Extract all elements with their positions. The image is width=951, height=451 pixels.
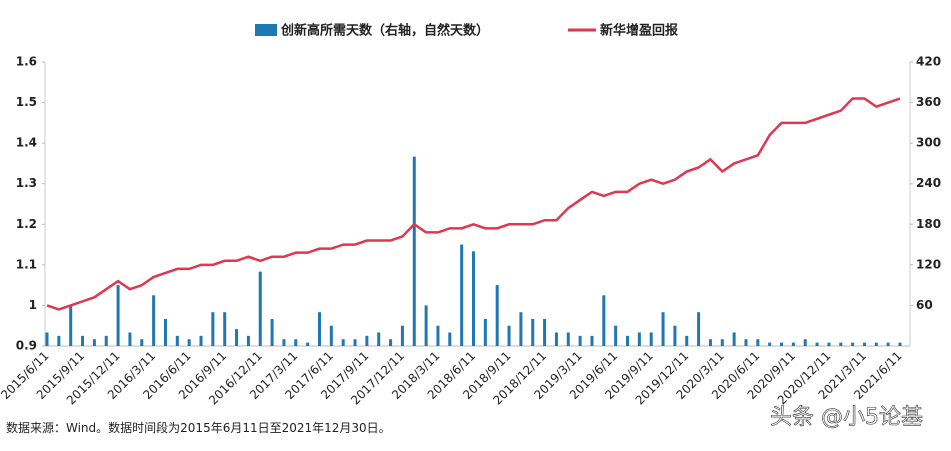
legend-swatch <box>255 24 277 36</box>
bar <box>614 325 618 346</box>
y-tick-label: 1.1 <box>16 257 37 271</box>
y-tick-label: 1.2 <box>16 217 37 231</box>
bar <box>400 325 404 346</box>
bar <box>531 318 535 346</box>
bar <box>436 325 440 346</box>
bar <box>92 339 96 346</box>
bar <box>815 342 819 346</box>
y-tick-label: 1.5 <box>16 95 37 109</box>
bar <box>365 335 369 346</box>
bar <box>57 335 61 346</box>
y-tick-label: 1.4 <box>16 136 37 150</box>
y2-tick-label: 240 <box>916 176 941 190</box>
legend-label: 新华增盈回报 <box>600 23 679 39</box>
bar <box>673 325 677 346</box>
bar <box>543 318 547 346</box>
bar <box>827 342 831 346</box>
bar <box>637 332 641 346</box>
bar <box>554 332 558 346</box>
bar <box>566 332 570 346</box>
bar <box>81 335 85 346</box>
y2-tick-label: 120 <box>916 257 941 271</box>
bar <box>128 332 132 346</box>
bar <box>720 339 724 346</box>
bar <box>898 342 902 346</box>
bar <box>317 312 321 346</box>
bar <box>768 342 772 346</box>
bar <box>116 285 120 346</box>
bar <box>235 329 239 346</box>
bar <box>578 335 582 346</box>
bar <box>803 339 807 346</box>
bar <box>791 342 795 346</box>
bar <box>258 271 262 346</box>
source-note: 数据来源：Wind。数据时间段为2015年6月11日至2021年12月30日。 <box>6 420 391 435</box>
bar <box>626 335 630 346</box>
bar <box>697 312 701 346</box>
y2-tick-label: 60 <box>916 298 933 312</box>
bar <box>270 318 274 346</box>
bar <box>294 339 298 346</box>
bar <box>495 285 499 346</box>
bar <box>389 339 393 346</box>
bar <box>246 335 250 346</box>
bar <box>744 339 748 346</box>
bar <box>602 295 606 346</box>
bar <box>353 339 357 346</box>
bar <box>306 342 310 346</box>
line <box>46 97 901 311</box>
bar <box>175 335 179 346</box>
y2-tick-label: 300 <box>916 136 941 150</box>
bar <box>69 305 73 346</box>
y-tick-label: 0.9 <box>16 339 37 353</box>
bar <box>851 342 855 346</box>
bar <box>708 339 712 346</box>
bar <box>507 325 511 346</box>
bar <box>661 312 665 346</box>
bar <box>780 342 784 346</box>
bar <box>211 312 215 346</box>
watermark: 头条 @小5论基 <box>770 405 923 430</box>
bar <box>282 339 286 346</box>
bar <box>341 339 345 346</box>
bar <box>862 342 866 346</box>
bar <box>874 342 878 346</box>
bar <box>223 312 227 346</box>
bar <box>460 244 464 346</box>
bar <box>732 332 736 346</box>
bar <box>377 332 381 346</box>
bar <box>886 342 890 346</box>
y2-tick-label: 360 <box>916 95 941 109</box>
bar <box>590 335 594 346</box>
bar <box>483 318 487 346</box>
bar <box>472 251 475 346</box>
bar <box>152 295 156 346</box>
bar <box>756 339 760 346</box>
y-tick-label: 1.3 <box>16 176 37 190</box>
bar <box>163 318 167 346</box>
y2-tick-label: 420 <box>916 55 941 69</box>
bar <box>104 335 108 346</box>
y-tick-label: 1 <box>29 298 37 312</box>
bar <box>199 335 203 346</box>
bar <box>329 325 333 346</box>
bar <box>649 332 653 346</box>
bar <box>685 335 689 346</box>
y-tick-label: 1.6 <box>16 55 37 69</box>
bar <box>412 156 416 346</box>
bar <box>424 305 428 346</box>
bar <box>448 332 452 346</box>
bar <box>839 342 843 346</box>
bar <box>140 339 144 346</box>
bar <box>45 332 49 346</box>
legend-label: 创新高所需天数（右轴，自然天数） <box>280 23 489 39</box>
y2-tick-label: 180 <box>916 217 941 231</box>
bar <box>519 312 523 346</box>
bar <box>187 339 191 346</box>
